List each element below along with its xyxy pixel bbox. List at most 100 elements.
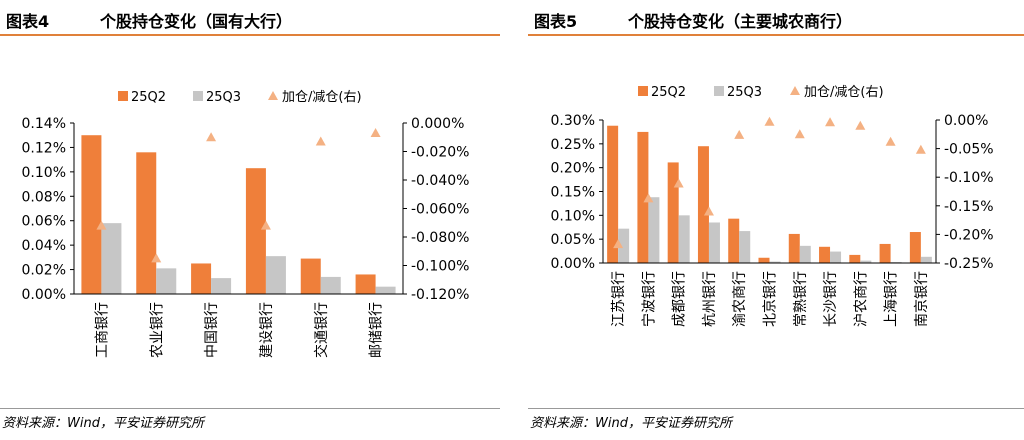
legend-swatch-25q3 — [193, 91, 203, 101]
marker-change — [673, 178, 684, 188]
marker-change — [613, 239, 624, 249]
bar-25q3 — [799, 245, 811, 263]
bar-25q3 — [618, 228, 630, 263]
marker-change — [643, 193, 654, 203]
legend-label-25q2: 25Q2 — [131, 90, 166, 105]
marker-change — [825, 117, 836, 127]
bar-25q3 — [375, 286, 396, 294]
marker-change — [915, 144, 926, 154]
chart-panel-state-banks: 图表4 个股持仓变化（国有大行） 25Q2 25Q3 加仓/减仓(右) 0.00% 0.… — [0, 0, 500, 440]
y2-tick-label: -0.040% — [411, 173, 469, 189]
bar-25q2 — [81, 135, 102, 294]
x-tick-label: 上海银行 — [884, 271, 900, 327]
y-tick-label: 0.08% — [22, 189, 66, 205]
marker-change — [794, 129, 805, 139]
bar-25q2 — [909, 232, 921, 263]
chart-state-banks: 25Q2 25Q3 加仓/减仓(右) 0.00% 0.02% 0.04% 0.06% 0.08… — [22, 90, 470, 358]
bar-25q2 — [758, 257, 770, 263]
source-note: 资料来源：Wind，平安证券研究所 — [530, 416, 732, 431]
x-tick-label: 邮储银行 — [369, 302, 385, 358]
bar-25q2 — [667, 162, 679, 263]
y-tick-label: 0.30% — [551, 113, 595, 129]
chart-panel-city-rural-banks: 图表5 个股持仓变化（主要城农商行） 25Q2 25Q3 加仓/减仓(右) 0.00%… — [528, 0, 1024, 440]
chart-city-rural-banks: 25Q2 25Q3 加仓/减仓(右) 0.00% 0.05% 0.10% 0.15% 0.20… — [551, 85, 994, 327]
marker-change — [703, 206, 714, 216]
bar-25q2 — [637, 131, 649, 263]
legend-marker-change — [268, 91, 278, 100]
bar-25q3 — [265, 256, 286, 294]
x-tick-label: 沪农商行 — [853, 271, 869, 327]
y2-tick-label: 0.00% — [944, 113, 988, 129]
x-tick-label: 常熟银行 — [793, 271, 809, 327]
x-tick-label: 成都银行 — [672, 271, 688, 327]
figure-number: 图表4 — [6, 12, 50, 31]
x-tick-label: 建设银行 — [259, 302, 275, 358]
bar-25q2 — [245, 168, 266, 294]
legend-label-25q3: 25Q3 — [206, 90, 241, 105]
marker-change — [764, 116, 775, 126]
bar-25q2 — [607, 125, 619, 263]
y2-tick-label: 0.000% — [411, 116, 464, 132]
chart-title-bar: 图表5 个股持仓变化（主要城农商行） — [528, 0, 1024, 36]
y-tick-label: 0.14% — [22, 116, 66, 132]
bar-25q3 — [648, 197, 660, 263]
y2-tick-label: -0.15% — [944, 199, 994, 215]
bar-25q3 — [739, 231, 751, 263]
marker-change — [260, 220, 271, 230]
marker-change — [734, 129, 745, 139]
y2-tick-label: -0.05% — [944, 142, 994, 158]
y-tick-label: 0.05% — [551, 232, 595, 248]
bar-25q3 — [678, 215, 690, 263]
legend-swatch-25q2 — [118, 91, 128, 101]
marker-change — [885, 136, 896, 146]
bar-25q2 — [728, 218, 740, 263]
bar-25q3 — [860, 260, 872, 263]
chart-title: 个股持仓变化（国有大行） — [100, 12, 293, 31]
legend-label-25q2: 25Q2 — [651, 85, 686, 100]
chart-title-bar: 图表4 个股持仓变化（国有大行） — [0, 0, 500, 36]
bar-25q2 — [300, 258, 321, 294]
x-tick-label: 长沙银行 — [823, 271, 839, 327]
x-tick-label: 杭州银行 — [702, 271, 718, 327]
y2-tick-label: -0.100% — [411, 259, 469, 275]
marker-change — [370, 127, 381, 137]
bar-25q3 — [211, 278, 232, 294]
legend-swatch-25q2 — [638, 86, 648, 96]
y2-tick-label: -0.080% — [411, 230, 469, 246]
x-tick-label: 江苏银行 — [611, 271, 627, 327]
y2-tick-label: -0.10% — [944, 170, 994, 186]
bar-25q2 — [191, 263, 212, 294]
legend-label-change: 加仓/减仓(右) — [282, 90, 362, 105]
bar-25q2 — [819, 246, 831, 263]
x-tick-label: 工商银行 — [94, 302, 110, 358]
y2-tick-label: -0.020% — [411, 145, 469, 161]
y-tick-label: 0.04% — [22, 238, 66, 254]
marker-change — [315, 136, 326, 146]
figure-number: 图表5 — [534, 12, 578, 31]
y-tick-label: 0.06% — [22, 214, 66, 230]
x-tick-label: 渝农商行 — [732, 271, 748, 327]
marker-change — [96, 220, 107, 230]
bar-25q2 — [136, 152, 157, 294]
bar-25q3 — [830, 251, 842, 263]
y-tick-label: 0.00% — [551, 256, 595, 272]
bar-25q3 — [101, 223, 122, 294]
bar-25q3 — [769, 261, 781, 263]
bar-25q2 — [788, 233, 800, 263]
bar-25q3 — [320, 276, 341, 294]
y-tick-label: 0.10% — [22, 165, 66, 181]
x-tick-label: 宁波银行 — [640, 271, 657, 327]
x-tick-label: 交通银行 — [313, 302, 330, 358]
x-tick-label: 南京银行 — [914, 271, 930, 327]
marker-change — [206, 132, 217, 142]
bar-25q2 — [879, 243, 891, 263]
bar-25q2 — [355, 274, 376, 294]
y-tick-label: 0.02% — [22, 263, 66, 279]
y-tick-label: 0.15% — [551, 185, 595, 201]
y-tick-label: 0.10% — [551, 208, 595, 224]
marker-change — [855, 120, 866, 130]
y2-tick-label: -0.120% — [411, 287, 469, 303]
bar-25q2 — [849, 254, 861, 263]
bar-25q3 — [156, 268, 177, 294]
marker-change — [151, 253, 162, 263]
